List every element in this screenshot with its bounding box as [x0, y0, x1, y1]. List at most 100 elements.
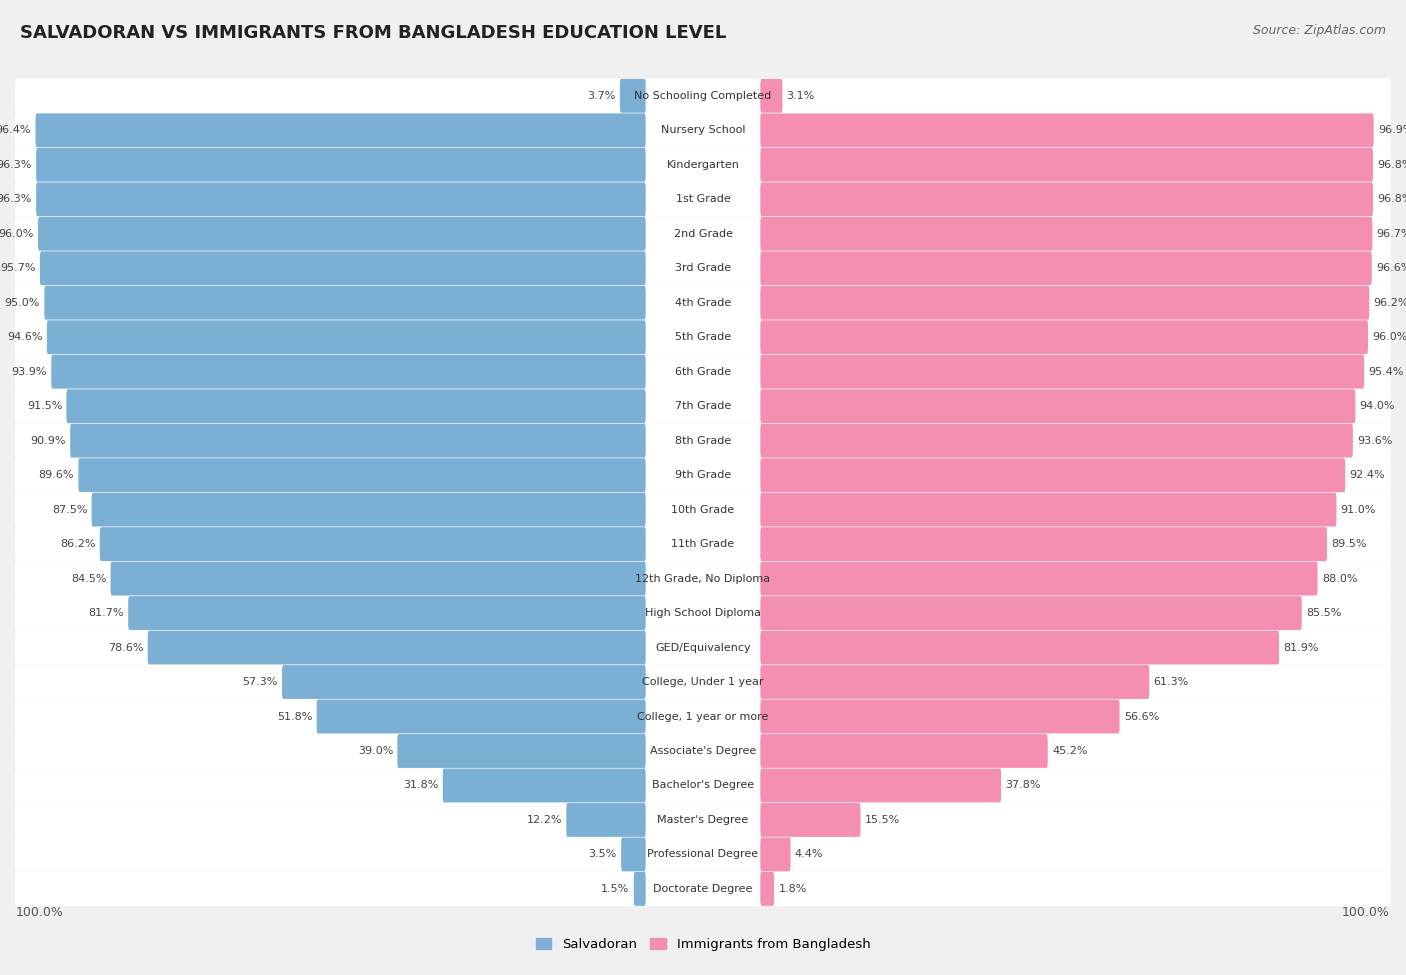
Text: 84.5%: 84.5%	[70, 573, 107, 584]
Text: 96.6%: 96.6%	[1376, 263, 1406, 273]
FancyBboxPatch shape	[761, 872, 775, 906]
Text: 39.0%: 39.0%	[357, 746, 394, 756]
FancyBboxPatch shape	[15, 492, 1391, 526]
Text: 100.0%: 100.0%	[15, 906, 65, 918]
Legend: Salvadoran, Immigrants from Bangladesh: Salvadoran, Immigrants from Bangladesh	[530, 933, 876, 956]
FancyBboxPatch shape	[761, 596, 1302, 630]
FancyBboxPatch shape	[15, 147, 1391, 182]
Text: 3.7%: 3.7%	[588, 91, 616, 100]
FancyBboxPatch shape	[35, 113, 645, 147]
Text: 1st Grade: 1st Grade	[676, 194, 730, 205]
Text: 57.3%: 57.3%	[242, 677, 278, 687]
Text: 96.0%: 96.0%	[0, 229, 34, 239]
Text: Kindergarten: Kindergarten	[666, 160, 740, 170]
FancyBboxPatch shape	[37, 182, 645, 216]
Text: College, 1 year or more: College, 1 year or more	[637, 712, 769, 722]
FancyBboxPatch shape	[634, 872, 645, 906]
Text: 95.4%: 95.4%	[1368, 367, 1405, 376]
Text: 9th Grade: 9th Grade	[675, 470, 731, 480]
FancyBboxPatch shape	[79, 458, 645, 492]
Text: 96.8%: 96.8%	[1378, 194, 1406, 205]
FancyBboxPatch shape	[761, 355, 1364, 389]
FancyBboxPatch shape	[761, 803, 860, 837]
Text: 3rd Grade: 3rd Grade	[675, 263, 731, 273]
FancyBboxPatch shape	[398, 734, 645, 768]
Text: 1.8%: 1.8%	[779, 884, 807, 894]
FancyBboxPatch shape	[761, 838, 790, 872]
Text: Nursery School: Nursery School	[661, 126, 745, 136]
Text: 86.2%: 86.2%	[60, 539, 96, 549]
FancyBboxPatch shape	[15, 526, 1391, 562]
Text: 61.3%: 61.3%	[1153, 677, 1188, 687]
FancyBboxPatch shape	[15, 320, 1391, 355]
FancyBboxPatch shape	[15, 286, 1391, 320]
Text: 81.7%: 81.7%	[89, 608, 124, 618]
Text: 56.6%: 56.6%	[1123, 712, 1159, 722]
FancyBboxPatch shape	[761, 148, 1374, 181]
Text: 96.0%: 96.0%	[1372, 332, 1406, 342]
FancyBboxPatch shape	[15, 458, 1391, 492]
Text: 89.5%: 89.5%	[1331, 539, 1367, 549]
FancyBboxPatch shape	[443, 768, 645, 802]
Text: 100.0%: 100.0%	[1341, 906, 1391, 918]
FancyBboxPatch shape	[15, 389, 1391, 423]
FancyBboxPatch shape	[761, 734, 1047, 768]
FancyBboxPatch shape	[761, 286, 1369, 320]
FancyBboxPatch shape	[761, 665, 1149, 699]
Text: Source: ZipAtlas.com: Source: ZipAtlas.com	[1253, 24, 1386, 37]
Text: Doctorate Degree: Doctorate Degree	[654, 884, 752, 894]
Text: 96.2%: 96.2%	[1374, 297, 1406, 308]
Text: 2nd Grade: 2nd Grade	[673, 229, 733, 239]
Text: 81.9%: 81.9%	[1284, 643, 1319, 652]
Text: 96.7%: 96.7%	[1376, 229, 1406, 239]
FancyBboxPatch shape	[283, 665, 645, 699]
Text: 15.5%: 15.5%	[865, 815, 900, 825]
Text: 3.5%: 3.5%	[589, 849, 617, 859]
FancyBboxPatch shape	[761, 700, 1119, 733]
Text: Associate's Degree: Associate's Degree	[650, 746, 756, 756]
FancyBboxPatch shape	[761, 113, 1374, 147]
FancyBboxPatch shape	[66, 389, 645, 423]
Text: 96.9%: 96.9%	[1378, 126, 1406, 136]
Text: 6th Grade: 6th Grade	[675, 367, 731, 376]
Text: 87.5%: 87.5%	[52, 505, 87, 515]
FancyBboxPatch shape	[15, 665, 1391, 699]
FancyBboxPatch shape	[761, 527, 1327, 561]
Text: Master's Degree: Master's Degree	[658, 815, 748, 825]
FancyBboxPatch shape	[761, 492, 1337, 526]
FancyBboxPatch shape	[15, 251, 1391, 286]
Text: 90.9%: 90.9%	[31, 436, 66, 446]
FancyBboxPatch shape	[91, 492, 645, 526]
Text: 96.3%: 96.3%	[0, 194, 32, 205]
Text: 4th Grade: 4th Grade	[675, 297, 731, 308]
FancyBboxPatch shape	[38, 216, 645, 251]
FancyBboxPatch shape	[100, 527, 645, 561]
FancyBboxPatch shape	[567, 803, 645, 837]
FancyBboxPatch shape	[15, 355, 1391, 389]
FancyBboxPatch shape	[761, 79, 782, 113]
Text: 51.8%: 51.8%	[277, 712, 312, 722]
Text: 8th Grade: 8th Grade	[675, 436, 731, 446]
Text: No Schooling Completed: No Schooling Completed	[634, 91, 772, 100]
Text: 95.0%: 95.0%	[4, 297, 39, 308]
FancyBboxPatch shape	[37, 148, 645, 181]
FancyBboxPatch shape	[761, 182, 1374, 216]
Text: 78.6%: 78.6%	[108, 643, 143, 652]
FancyBboxPatch shape	[761, 458, 1346, 492]
FancyBboxPatch shape	[15, 113, 1391, 147]
Text: 12.2%: 12.2%	[526, 815, 562, 825]
FancyBboxPatch shape	[316, 700, 645, 733]
Text: 96.4%: 96.4%	[0, 126, 31, 136]
Text: 85.5%: 85.5%	[1306, 608, 1341, 618]
FancyBboxPatch shape	[620, 79, 645, 113]
FancyBboxPatch shape	[15, 872, 1391, 906]
Text: 4.4%: 4.4%	[794, 849, 824, 859]
FancyBboxPatch shape	[15, 182, 1391, 216]
Text: 12th Grade, No Diploma: 12th Grade, No Diploma	[636, 573, 770, 584]
FancyBboxPatch shape	[761, 631, 1279, 664]
Text: SALVADORAN VS IMMIGRANTS FROM BANGLADESH EDUCATION LEVEL: SALVADORAN VS IMMIGRANTS FROM BANGLADESH…	[20, 24, 725, 42]
Text: 31.8%: 31.8%	[404, 780, 439, 791]
Text: Bachelor's Degree: Bachelor's Degree	[652, 780, 754, 791]
FancyBboxPatch shape	[15, 699, 1391, 734]
FancyBboxPatch shape	[761, 424, 1353, 457]
